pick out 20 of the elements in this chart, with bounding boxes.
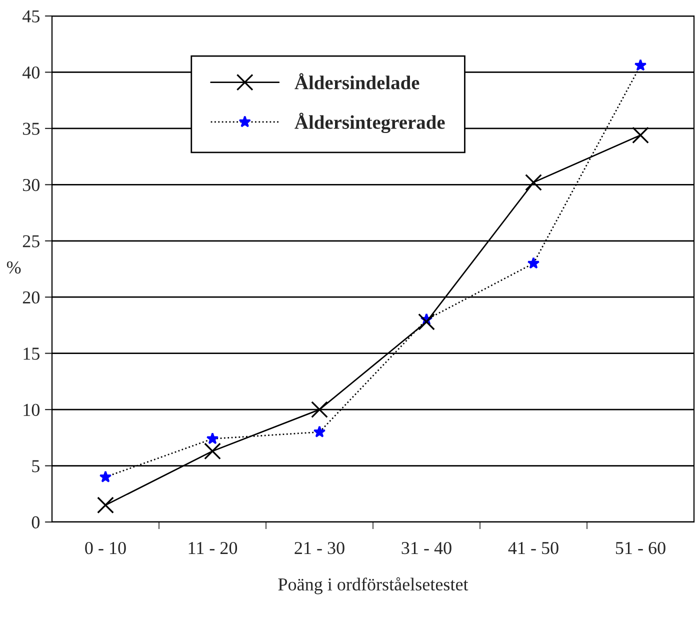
y-tick-label: 0 (32, 516, 40, 528)
y-tick-label: 30 (23, 178, 40, 192)
y-tick-label: 10 (24, 404, 40, 416)
legend-label: Åldersintegrerade (294, 112, 445, 134)
y-tick-label: 25 (22, 235, 40, 248)
x-tick-label: 0 - 10 (85, 542, 126, 554)
y-tick-label: 15 (24, 348, 40, 360)
y-tick-label: 45 (22, 10, 40, 22)
x-axis-title: Poäng i ordförståelsetestet (278, 577, 468, 594)
y-tick-label: 20 (22, 291, 40, 304)
x-tick-label: 21 - 30 (294, 542, 344, 554)
y-tick-label: 40 (22, 66, 40, 79)
y-tick-label: 5 (32, 460, 40, 472)
y-axis-title: % (6, 261, 21, 274)
y-tick-label: 35 (23, 122, 40, 135)
x-tick-label: 51 - 60 (616, 542, 666, 554)
x-tick-label: 11 - 20 (188, 542, 238, 554)
legend-label: Åldersindelade (294, 73, 420, 90)
x-tick-label: 31 - 40 (402, 542, 452, 554)
x-tick-label: 41 - 50 (508, 542, 558, 554)
